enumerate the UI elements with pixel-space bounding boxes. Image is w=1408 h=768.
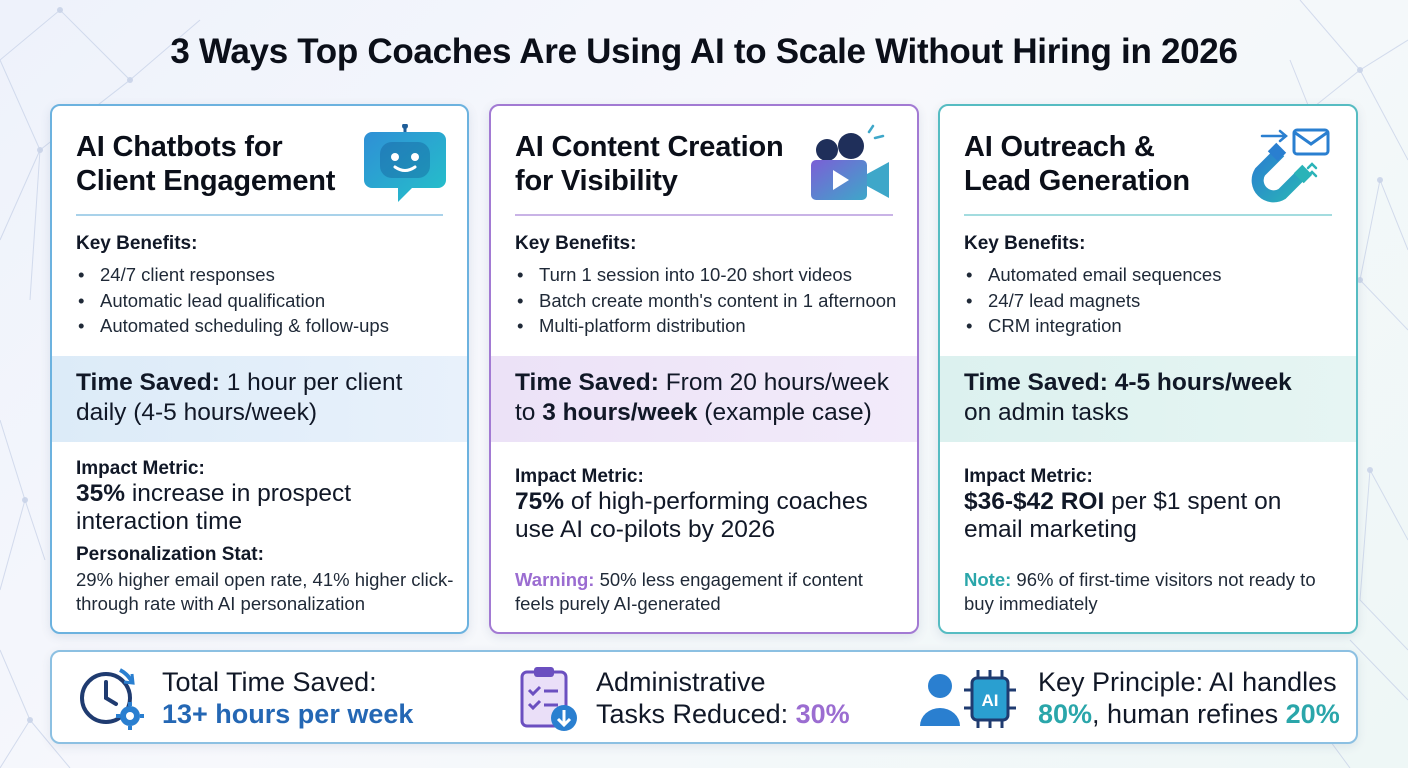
divider [76, 214, 443, 216]
ai-share-value: 80% [1038, 699, 1093, 729]
note-text: 96% of first-time visitors not ready to … [964, 569, 1316, 614]
divider [515, 214, 893, 216]
human-ai-chip-icon: AI [920, 670, 1016, 728]
benefit-item: Batch create month's content in 1 aftern… [515, 288, 896, 314]
key-benefits-title: Key Benefits: [76, 233, 198, 254]
impact-metric-title: Impact Metric: [76, 458, 205, 479]
card-title: AI Content Creation for Visibility [515, 130, 784, 198]
key-benefits-title: Key Benefits: [964, 233, 1086, 254]
impact-metric-desc: per $1 spent on email marketing [964, 488, 1282, 543]
benefit-item: Multi-platform distribution [515, 313, 896, 339]
benefit-item: CRM integration [964, 313, 1221, 339]
time-saved-suffix: (example case) [697, 399, 872, 426]
admin-tasks-label: Administrative [596, 667, 766, 697]
clipboard-checklist-icon [520, 667, 577, 731]
warning-text: 50% less engagement if content feels pur… [515, 569, 863, 614]
impact-metric-desc: of high-performing coaches use AI co-pil… [515, 488, 868, 543]
human-share-value: 20% [1285, 699, 1340, 729]
card-title: AI Outreach & Lead Generation [964, 130, 1190, 198]
key-benefits-title: Key Benefits: [515, 233, 637, 254]
video-camera-icon [811, 124, 889, 200]
impact-metric-text: $36-$42 ROI per $1 spent on email market… [964, 488, 1334, 544]
impact-metric-value: 35% [76, 480, 126, 507]
card-title-line: for Visibility [515, 165, 678, 197]
admin-tasks-stat: Administrative Tasks Reduced: 30% [596, 666, 850, 730]
benefit-item: Automated email sequences [964, 262, 1221, 288]
admin-tasks-value: 30% [795, 699, 850, 729]
admin-tasks-label-2: Tasks Reduced: [596, 699, 796, 729]
total-time-saved-label: Total Time Saved: [162, 667, 377, 697]
card-ai-content-creation: AI Content Creation for Visibility Key B… [489, 104, 919, 634]
time-saved-label: Time Saved: [515, 369, 659, 396]
key-principle-stat: Key Principle: AI handles 80%, human ref… [1038, 666, 1340, 730]
impact-metric-value: 75% [515, 488, 565, 515]
total-time-saved-value: 13+ hours per week [162, 699, 414, 729]
warning-label: Warning: [515, 569, 595, 590]
card-title-line: Client Engagement [76, 165, 336, 197]
benefit-item: Automated scheduling & follow-ups [76, 313, 389, 339]
benefits-list: 24/7 client responses Automatic lead qua… [76, 262, 389, 339]
divider [964, 214, 1332, 216]
warning-note: Warning: 50% less engagement if content … [515, 568, 900, 616]
benefit-item: 24/7 lead magnets [964, 288, 1221, 314]
impact-metric-text: 75% of high-performing coaches use AI co… [515, 488, 885, 544]
card-ai-outreach: AI Outreach & Lead Generation Key Benefi… [938, 104, 1358, 634]
personalization-stat-title: Personalization Stat: [76, 544, 264, 565]
card-title-line: AI Outreach & [964, 131, 1155, 163]
time-saved-band: Time Saved: 4-5 hours/week on admin task… [940, 356, 1356, 442]
benefits-list: Turn 1 session into 10-20 short videos B… [515, 262, 896, 339]
key-principle-mid: , human refines [1092, 699, 1286, 729]
note: Note: 96% of first-time visitors not rea… [964, 568, 1334, 616]
card-title-line: Lead Generation [964, 165, 1190, 197]
time-saved-band: Time Saved: From 20 hours/week to 3 hour… [491, 356, 917, 442]
impact-metric-text: 35% increase in prospect interaction tim… [76, 480, 446, 536]
impact-metric-title: Impact Metric: [964, 466, 1093, 487]
time-saved-text: 1 hour per client daily (4-5 hours/week) [76, 369, 403, 426]
summary-bar: Total Time Saved: 13+ hours per week Adm… [50, 650, 1358, 744]
key-principle-label: Key Principle: AI handles [1038, 667, 1337, 697]
impact-metric-value: $36-$42 ROI [964, 488, 1105, 515]
time-saved-value: 3 hours/week [542, 399, 698, 426]
time-saved-label: Time Saved: [964, 369, 1108, 396]
ai-chip-label: AI [982, 691, 999, 710]
time-saved-band: Time Saved: 1 hour per client daily (4-5… [52, 356, 467, 442]
time-saved-text: From 20 hours/week to [515, 369, 890, 426]
robot-chat-icon [364, 124, 446, 202]
card-title-line: AI Chatbots for [76, 131, 283, 163]
impact-metric-desc: increase in prospect interaction time [76, 480, 352, 535]
card-title: AI Chatbots for Client Engagement [76, 130, 335, 198]
page-title: 3 Ways Top Coaches Are Using AI to Scale… [170, 32, 1238, 71]
benefits-list: Automated email sequences 24/7 lead magn… [964, 262, 1221, 339]
time-saved-label: Time Saved: [76, 369, 220, 396]
impact-metric-title: Impact Metric: [515, 466, 644, 487]
total-time-saved-stat: Total Time Saved: 13+ hours per week [162, 666, 413, 730]
note-label: Note: [964, 569, 1012, 590]
time-saved-suffix: on admin tasks [964, 399, 1129, 426]
benefit-item: Automatic lead qualification [76, 288, 389, 314]
time-saved-value: 4-5 hours/week [1107, 369, 1292, 396]
card-ai-chatbots: AI Chatbots for Client Engagement Key Be… [50, 104, 469, 634]
clock-gear-icon [80, 668, 144, 730]
card-title-line: AI Content Creation [515, 131, 784, 163]
magnet-email-icon [1251, 128, 1330, 203]
benefit-item: Turn 1 session into 10-20 short videos [515, 262, 896, 288]
benefit-item: 24/7 client responses [76, 262, 389, 288]
personalization-stat-text: 29% higher email open rate, 41% higher c… [76, 569, 454, 614]
